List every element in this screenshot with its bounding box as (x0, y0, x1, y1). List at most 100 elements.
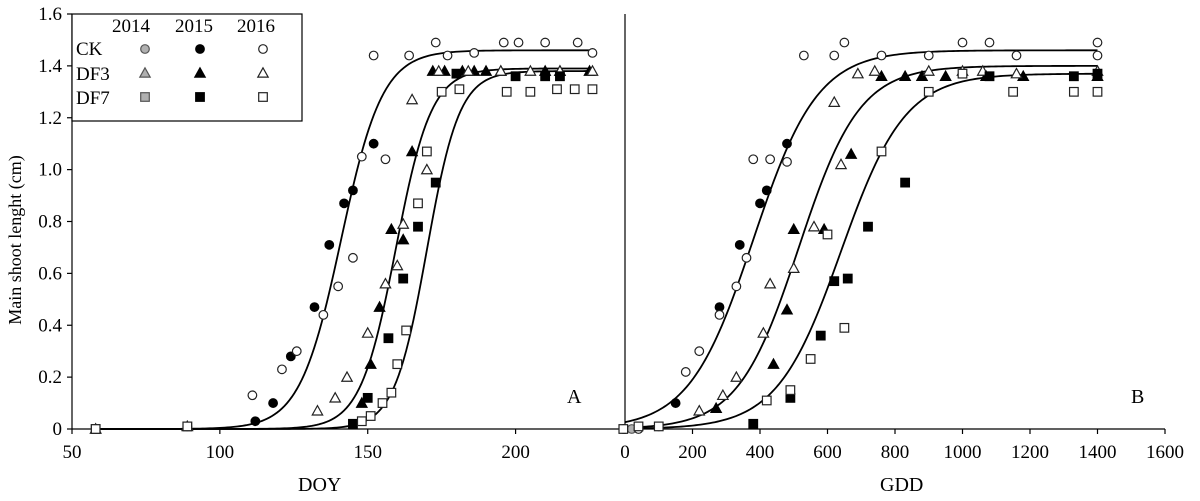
panel-a-x-tick-label: 150 (353, 442, 382, 463)
panel-b-point-ck-2016 (694, 346, 705, 357)
panel-b-point-ck-2016 (782, 156, 792, 167)
panel-b-point-df7-2016 (822, 229, 833, 240)
panel-a-point-ck-2016 (380, 154, 391, 165)
panel-b-point-df7-2016 (653, 421, 664, 432)
panel-b-point-df7-2015 (815, 330, 826, 341)
panel-a-point-df3-2016 (396, 217, 410, 229)
panel-b-point-df3-2016 (868, 64, 881, 76)
panel-b-point-df7-2016 (1068, 86, 1079, 97)
legend: 2014 2015 2016 CK DF3 DF7 (71, 13, 303, 122)
panel-b-point-df7-2015 (1068, 71, 1079, 82)
panel-b-point-ck-2016 (798, 50, 809, 61)
panel-b-point-ck-2015 (734, 239, 745, 250)
panel-b-point-ck-2016 (748, 154, 759, 165)
panel-a-label: A (567, 386, 582, 408)
panel-a-point-ck-2016 (442, 50, 453, 61)
legend-marker-df7-2016 (258, 92, 268, 102)
panel-a-point-ck-2016 (291, 346, 302, 357)
panel-b-fitted-curves (624, 49, 1098, 430)
panel-b-point-df3-2015 (787, 222, 800, 235)
panel-b-point-df3-2016 (922, 64, 935, 76)
panel-a-point-df3-2016 (405, 93, 419, 105)
panel-b-point-ck-2015 (755, 198, 765, 209)
panel-b-point-df7-2015 (842, 273, 853, 284)
panel-a-point-df7-2016 (454, 84, 465, 95)
legend-marker-df3-2016 (256, 66, 270, 78)
y-tick-label: 0.6 (38, 263, 62, 284)
panel-a-point-ck-2015 (250, 416, 261, 427)
panel-a-point-df7-2016 (401, 325, 412, 336)
panel-a-point-df3-2016 (361, 326, 374, 338)
panel-b-point-df7-2015 (1092, 68, 1103, 79)
panel-a-point-ck-2016 (368, 50, 379, 61)
panel-b-point-ck-2016 (839, 37, 850, 48)
panel-b-point-df3-2016 (851, 67, 865, 79)
panel-a-point-ck-2016 (404, 50, 415, 61)
panel-b-point-ck-2016 (984, 37, 995, 48)
panel-a-point-ck-2016 (318, 309, 329, 320)
panel-b-point-df3-2015 (898, 69, 912, 82)
y-axis-label: Main shoot lenght (cm) (5, 155, 26, 324)
panel-b-point-df7-2016 (957, 68, 968, 79)
panel-b-point-df3-2016 (1010, 67, 1023, 79)
y-tick-label: 1.6 (38, 4, 62, 25)
panel-a-point-ck-2015 (268, 398, 278, 408)
panel-a-point-df7-2015 (540, 71, 551, 82)
panel-a-point-df7-2016 (587, 84, 598, 95)
panel-a-point-ck-2016 (430, 37, 441, 48)
panel-a-point-df3-2016 (379, 277, 392, 289)
panel-b-point-df3-2016 (834, 158, 848, 170)
panel-a-point-ck-2016 (498, 37, 509, 48)
panel-b-point-df7-2015 (829, 276, 840, 287)
panel-b-point-ck-2016 (741, 252, 752, 263)
panel-b-point-ck-2015 (761, 185, 772, 196)
panel-b-point-df7-2016 (618, 424, 629, 434)
panel-b-point-df7-2016 (633, 421, 644, 432)
panel-a-point-df7-2016 (421, 146, 432, 157)
panel-a-point-df3-2015 (385, 222, 398, 235)
panel-b-label: B (1131, 386, 1144, 408)
panel-a-point-ck-2015 (368, 138, 379, 149)
panel-b-point-df3-2016 (763, 277, 777, 289)
y-tick-label: 0.2 (38, 367, 62, 388)
panel-b: 0 200 400 600 800 1000 1200 1400 1600 B GDD (618, 37, 1184, 496)
panel-a-fitted-curves (95, 49, 593, 430)
legend-box (71, 13, 303, 122)
y-tick-label: 1.2 (38, 108, 62, 129)
panel-b-point-df7-2016 (785, 385, 796, 395)
panel-b-point-ck-2016 (923, 50, 934, 61)
panel-a-curve-df7 (95, 70, 593, 430)
panel-a-point-df3-2015 (373, 300, 386, 312)
panel-a-point-df7-2016 (413, 198, 423, 209)
panel-b-x-tick-label: 0 (620, 442, 630, 463)
panel-a-point-df7-2016 (525, 86, 536, 97)
panel-b-point-df7-2016 (1008, 86, 1019, 97)
panel-b-point-df3-2016 (730, 370, 743, 382)
panel-b-point-df3-2016 (828, 95, 841, 107)
panel-a-point-ck-2016 (572, 37, 583, 48)
panel-a-point-df3-2016 (391, 259, 404, 271)
panel-a-y-ticks: 0 0.2 0.4 0.6 0.8 1.0 1.2 1.4 1.6 (38, 4, 72, 440)
panel-b-x-tick-label: 1400 (1079, 442, 1117, 463)
panel-a-point-df7-2016 (392, 359, 403, 370)
legend-marker-df7-2014 (140, 92, 150, 102)
panel-a-point-df7-2015 (383, 333, 394, 344)
panel-a-point-ck-2015 (324, 239, 335, 250)
panel-b-point-df3-2015 (780, 303, 794, 315)
panel-b-point-df7-2016 (839, 322, 850, 333)
panel-b-point-df3-2016 (693, 404, 706, 416)
panel-a-point-df7-2016 (501, 86, 512, 97)
panel-b-point-ck-2016 (680, 367, 691, 377)
panel-a-point-ck-2016 (247, 390, 258, 401)
panel-a-point-ck-2016 (333, 281, 344, 292)
panel-a-point-df3-2015 (364, 357, 377, 369)
panel-a-point-df3-2015 (405, 145, 419, 157)
panel-b-x-tick-label: 200 (678, 442, 707, 463)
legend-marker-ck-2015 (195, 44, 205, 54)
panel-a-point-ck-2015 (339, 198, 349, 209)
panel-b-point-df3-2015 (844, 147, 858, 159)
panel-a-x-ticks: 50 100 150 200 (63, 429, 530, 463)
panel-a-point-df7-2016 (436, 86, 447, 97)
panel-b-point-df7-2015 (863, 221, 873, 232)
